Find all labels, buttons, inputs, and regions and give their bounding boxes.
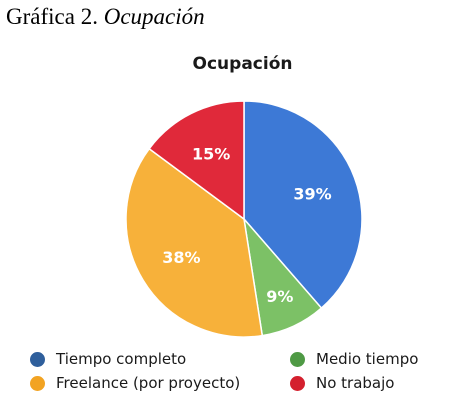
legend-swatch — [290, 375, 305, 391]
caption-title: Ocupación — [103, 4, 205, 29]
pie-slice-freelance-por-proyecto — [125, 147, 264, 338]
pie-slice-tiempo-completo — [243, 100, 363, 310]
pie-chart: 39% 9% 38% 15% — [125, 100, 363, 338]
chart-legend: Tiempo completo Medio tiempo Freelance (… — [20, 344, 460, 404]
pie-data-label: 9% — [266, 287, 293, 306]
pie-slice-no-trabajo — [148, 100, 245, 221]
legend-swatch — [30, 375, 45, 391]
chart-title: Ocupación — [192, 54, 293, 74]
legend-item-no-trabajo: No trabajo — [290, 374, 394, 392]
chart-figure: Ocupación 39% 9% 38% 15% Tiempo completo Me… — [20, 42, 460, 410]
legend-label: No trabajo — [316, 374, 395, 392]
legend-swatch — [30, 351, 45, 367]
legend-label: Medio tiempo — [316, 350, 419, 368]
legend-item-freelance: Freelance (por proyecto) — [30, 374, 240, 392]
pie-data-label: 38% — [162, 248, 200, 267]
pie-data-label: 15% — [192, 145, 230, 164]
legend-label: Freelance (por proyecto) — [56, 374, 241, 392]
legend-label: Tiempo completo — [56, 350, 187, 368]
legend-item-tiempo-completo: Tiempo completo — [30, 350, 186, 368]
legend-swatch — [290, 351, 305, 367]
figure-caption: Gráfica 2. Ocupación — [6, 4, 205, 30]
legend-item-medio-tiempo: Medio tiempo — [290, 350, 418, 368]
pie-data-label: 39% — [293, 184, 331, 203]
caption-prefix: Gráfica 2. — [6, 4, 98, 29]
